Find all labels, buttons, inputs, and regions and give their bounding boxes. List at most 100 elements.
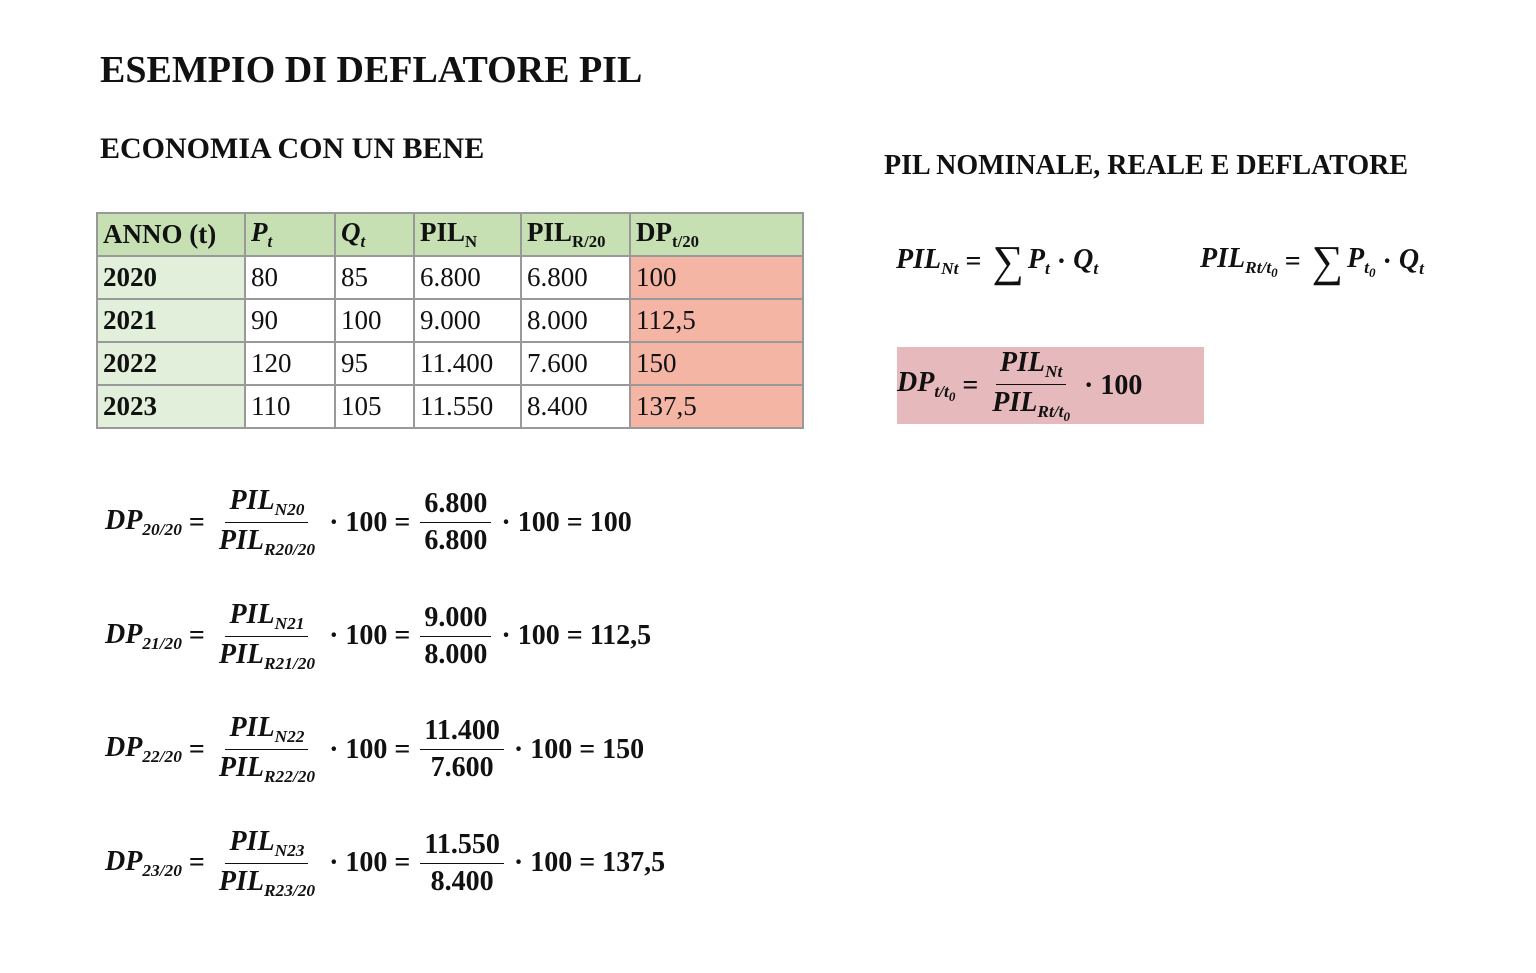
number: 9.000 <box>424 601 488 633</box>
table-cell: 95 <box>334 341 415 386</box>
math-symbol: PILNt <box>1000 347 1062 382</box>
operator: · <box>1056 245 1067 277</box>
operator: · <box>1382 245 1392 277</box>
formula: 6.800 <box>420 523 491 557</box>
formula: DP20/20 = PILN20 PILR20/20 · 100 = 6.800 6.800 · 1… <box>105 485 632 560</box>
table-cell: 7.600 <box>520 341 631 386</box>
math-symbol: PILN21 <box>229 599 304 634</box>
operator: = <box>394 733 411 765</box>
formula: 9.000 <box>420 601 492 637</box>
sum-sign: ∑ <box>1311 237 1344 286</box>
operator: = <box>188 847 205 879</box>
formula: PILR22/20 <box>215 750 319 787</box>
formula: 11.400 <box>420 715 504 751</box>
fraction: 11.550 8.400 <box>420 829 504 898</box>
math-symbol: DPt/20 <box>636 217 699 251</box>
symbol-base: Q <box>1398 243 1420 275</box>
operator: · <box>1083 369 1094 401</box>
symbol-base: DP <box>105 505 143 537</box>
math-symbol: DP21/20 <box>105 619 182 654</box>
number: 100 <box>517 620 560 652</box>
symbol-base: PIL <box>218 525 264 557</box>
fraction: PILN21 PILR21/20 <box>215 599 319 674</box>
symbol-base: PIL <box>1200 242 1246 274</box>
sub-subscript: 0 <box>948 388 956 404</box>
math-symbol: Pt <box>251 217 272 251</box>
operator: · <box>501 506 511 538</box>
header-cell: PILN <box>413 212 522 257</box>
subscript: N22 <box>274 727 305 747</box>
subscript: N <box>465 231 478 251</box>
table-cell: 120 <box>244 341 336 386</box>
formula: PILR21/20 <box>215 637 319 674</box>
number: 100 <box>345 847 388 879</box>
subscript: Nt <box>1045 361 1063 381</box>
symbol-base: Q <box>341 217 361 248</box>
fraction: PILN22 PILR22/20 <box>215 712 319 787</box>
header-row: ANNO (t) Pt Qt PILN PILR/20 DPt/20 <box>96 212 804 257</box>
formula: PILR20/20 <box>215 523 319 560</box>
formula: DP21/20 = PILN21 PILR21/20 · 100 = 9.000 8.000 · 1… <box>105 599 651 674</box>
formula: 8.000 <box>420 637 491 671</box>
operator: = <box>188 733 205 765</box>
number: 100 <box>345 506 388 538</box>
subscript: 22/20 <box>142 747 182 767</box>
operator: = <box>394 620 411 652</box>
math-symbol: PILN20 <box>229 485 304 520</box>
header-cell: DPt/20 <box>629 212 804 257</box>
operator: = <box>579 733 596 765</box>
table-cell: 80 <box>244 255 336 300</box>
operator: = <box>962 369 979 401</box>
operator: · <box>513 733 524 765</box>
operator: = <box>965 245 982 277</box>
math-symbol: DP20/20 <box>105 505 182 540</box>
formula: 7.600 <box>427 750 498 784</box>
sub-subscript: 0 <box>1271 264 1278 280</box>
formula: PILRt/t0 <box>988 385 1074 425</box>
table-cell: 6.800 <box>413 255 522 300</box>
symbol-base: PIL <box>218 752 264 784</box>
math-symbol: PILR23/20 <box>219 866 315 901</box>
symbol-base: P <box>251 217 268 248</box>
math-symbol: Qt <box>1073 244 1098 279</box>
formula: PILN22 <box>225 712 309 751</box>
subscript: Rt/t0 <box>1037 401 1070 424</box>
number: 150 <box>602 733 645 765</box>
math-symbol: DPt/t0 <box>897 367 955 405</box>
sub-subscript: 0 <box>1368 264 1376 280</box>
operator: = <box>188 620 205 652</box>
number: 100 <box>589 506 632 538</box>
fraction: PILN20 PILR20/20 <box>215 485 319 560</box>
math-symbol: PILRt/t0 <box>992 387 1070 425</box>
symbol-base: DP <box>105 732 143 764</box>
formulas-title: PIL NOMINALE, REALE E DEFLATORE <box>884 150 1409 181</box>
formula: DPt/t0 = PILNt PILRt/t0 · 100 <box>897 347 1142 425</box>
number: 6.800 <box>424 488 488 520</box>
symbol-base: PIL <box>999 346 1045 378</box>
subscript: R/20 <box>572 231 606 251</box>
operator: · <box>501 620 511 652</box>
symbol-base: DP <box>105 618 143 650</box>
number: 100 <box>517 506 560 538</box>
table-cell: 100 <box>629 255 804 300</box>
operator: · <box>329 847 339 879</box>
formula: PILNt <box>995 347 1067 385</box>
number: 112,5 <box>589 620 652 652</box>
subtitle: ECONOMIA CON UN BENE <box>100 132 485 165</box>
subscript: Rt/t0 <box>1245 257 1278 280</box>
symbol-base: PIL <box>229 598 275 630</box>
table-cell: 11.400 <box>413 341 522 386</box>
table-row: 2022 120 95 11.400 7.600 150 <box>96 341 804 386</box>
table-cell: 112,5 <box>629 298 804 343</box>
table-cell: 6.800 <box>520 255 631 300</box>
fraction: 11.400 7.600 <box>420 715 504 784</box>
table-cell: 8.000 <box>520 298 631 343</box>
math-symbol: DP22/20 <box>105 732 182 767</box>
symbol-base: P <box>1027 243 1045 275</box>
table-cell: 110 <box>244 384 336 429</box>
subscript: N21 <box>274 613 305 633</box>
formula: PILN20 <box>225 485 309 524</box>
math-symbol: PILR20/20 <box>219 525 315 560</box>
formula: 6.800 <box>420 488 492 524</box>
formula: DP23/20 = PILN23 PILR23/20 · 100 = 11.550 8.400 ·… <box>105 826 665 901</box>
